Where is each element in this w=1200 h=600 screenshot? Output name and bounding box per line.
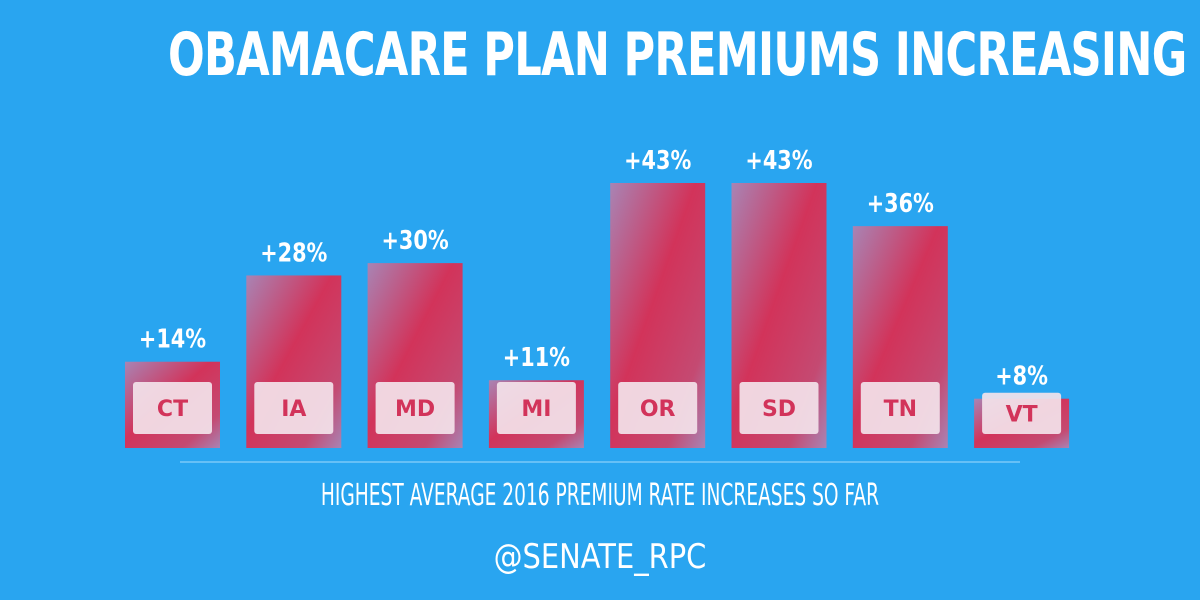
state-label: SD [762,397,796,422]
data-label: +43% [745,145,812,176]
data-label: +43% [624,145,691,176]
state-shape-icon [982,392,1062,434]
state-shape-icon [254,382,334,434]
data-label: +8% [995,360,1048,391]
state-shape-icon [618,382,698,434]
data-label: +30% [382,225,449,256]
state-label: VT [1006,402,1038,427]
bar-group-sd: SD +43% [731,145,827,448]
state-label: MI [521,397,551,422]
bar-group-vt: VT +8% [974,360,1070,448]
state-label: MD [395,397,435,422]
state-shape-icon [496,382,576,434]
chart-title: OBAMACARE PLAN PREMIUMS INCREASING AGAIN [168,22,1187,88]
state-label: IA [281,397,306,422]
state-shape-icon [739,382,819,434]
state-shape-icon [375,382,455,434]
data-label: +36% [867,188,934,219]
data-label: +28% [260,237,327,268]
bar-group-ct: CT +14% [125,323,220,448]
bar-group-or: OR +43% [610,145,706,448]
bar-group-md: MD +30% [367,225,463,448]
twitter-handle: @SENATE_RPC [493,537,707,577]
state-label: TN [884,397,917,422]
data-label: +14% [139,323,206,354]
state-shape-icon [133,382,212,434]
bar-group-tn: TN +36% [852,188,948,448]
title-main: OBAMACARE PLAN PREMIUMS INCREASING [167,20,1187,90]
state-label: OR [640,397,676,422]
state-shape-icon [860,382,940,434]
state-label: CT [157,397,188,422]
bar-group-ia: IA +28% [246,237,342,448]
data-label: +11% [503,342,570,373]
bar-group-mi: MI +11% [488,342,584,448]
chart-subtitle: HIGHEST AVERAGE 2016 PREMIUM RATE INCREA… [320,478,880,513]
